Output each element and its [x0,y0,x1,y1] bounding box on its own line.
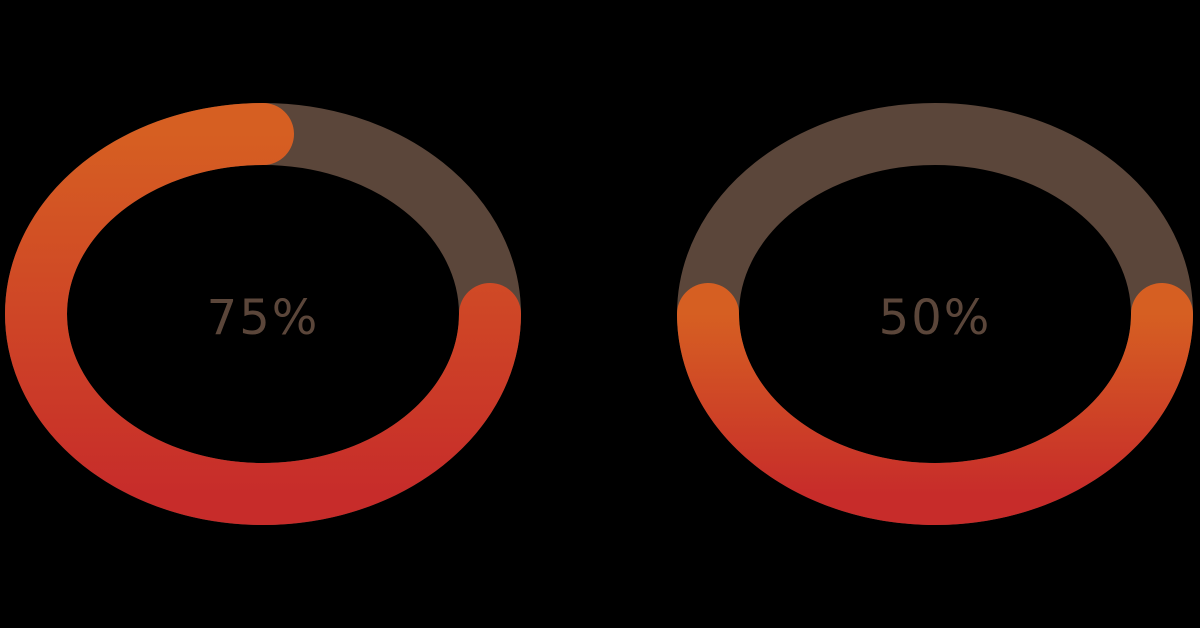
ring-percentage-label: 75% [207,290,320,346]
ring-percentage-label: 50% [879,290,992,346]
progress-ring-50: 50% [677,103,1193,526]
ring-progress-arc [677,283,1193,526]
progress-ring-75: 75% [4,103,521,526]
ring-progress-arc [4,103,521,526]
